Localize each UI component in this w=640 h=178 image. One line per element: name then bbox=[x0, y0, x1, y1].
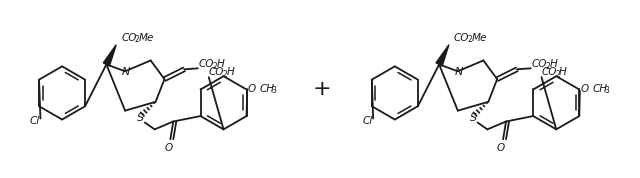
Text: 2: 2 bbox=[556, 70, 560, 79]
Text: 2: 2 bbox=[468, 35, 472, 44]
Text: CO: CO bbox=[121, 33, 136, 43]
Text: CO: CO bbox=[532, 59, 547, 69]
Text: H: H bbox=[227, 67, 234, 77]
Text: O: O bbox=[580, 84, 589, 94]
Polygon shape bbox=[103, 45, 116, 66]
Text: N: N bbox=[454, 67, 463, 77]
Text: S: S bbox=[137, 112, 145, 122]
Text: CO: CO bbox=[454, 33, 469, 43]
Text: Me: Me bbox=[139, 33, 154, 43]
Text: N: N bbox=[122, 67, 131, 77]
Text: O: O bbox=[497, 143, 505, 153]
Text: CO: CO bbox=[199, 59, 214, 69]
Text: CO: CO bbox=[541, 67, 557, 77]
Text: 2: 2 bbox=[135, 35, 140, 44]
Text: +: + bbox=[313, 79, 332, 99]
Text: H: H bbox=[559, 67, 567, 77]
Text: 2: 2 bbox=[545, 62, 550, 71]
Polygon shape bbox=[436, 45, 449, 66]
Text: Me: Me bbox=[472, 33, 487, 43]
Text: O: O bbox=[164, 143, 172, 153]
Text: 2: 2 bbox=[223, 70, 227, 79]
Text: Cl: Cl bbox=[29, 116, 40, 127]
Text: 3: 3 bbox=[272, 87, 276, 95]
Text: CH: CH bbox=[593, 84, 607, 94]
Text: CH: CH bbox=[260, 84, 275, 94]
Text: CO: CO bbox=[209, 67, 224, 77]
Text: H: H bbox=[216, 59, 225, 69]
Text: 3: 3 bbox=[605, 87, 609, 95]
Text: H: H bbox=[549, 59, 557, 69]
Text: S: S bbox=[470, 112, 477, 122]
Text: 2: 2 bbox=[212, 62, 218, 71]
Text: O: O bbox=[248, 84, 256, 94]
Text: Cl: Cl bbox=[362, 116, 372, 127]
